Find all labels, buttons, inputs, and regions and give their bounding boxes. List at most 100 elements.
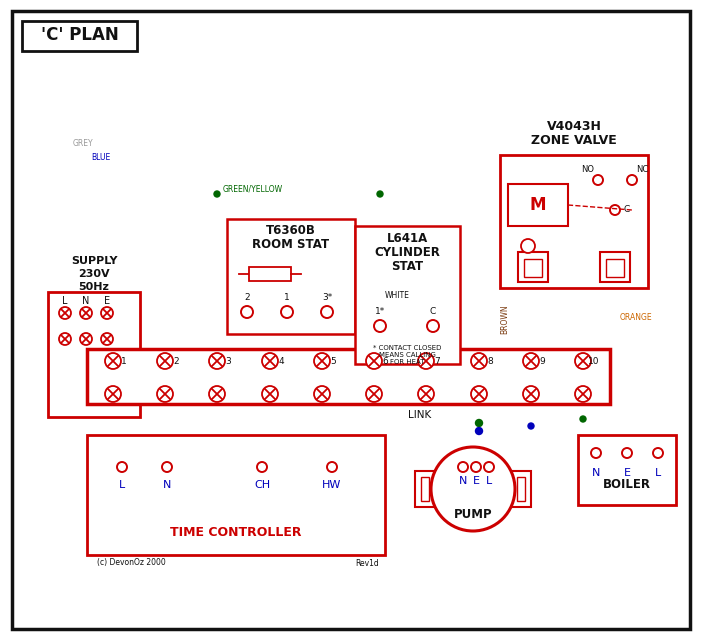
FancyBboxPatch shape [517, 477, 525, 501]
Circle shape [431, 447, 515, 531]
Text: E: E [623, 468, 630, 478]
Circle shape [262, 386, 278, 402]
Text: CH: CH [254, 480, 270, 490]
Text: L: L [62, 296, 68, 306]
FancyBboxPatch shape [12, 11, 690, 629]
Circle shape [610, 205, 620, 215]
Circle shape [653, 448, 663, 458]
Circle shape [484, 462, 494, 472]
Text: PUMP: PUMP [453, 508, 492, 520]
Circle shape [475, 428, 482, 435]
Text: C: C [430, 308, 436, 317]
Text: L: L [486, 476, 492, 486]
Circle shape [575, 353, 591, 369]
FancyBboxPatch shape [87, 435, 385, 555]
Text: 3*: 3* [322, 294, 332, 303]
Text: 50Hz: 50Hz [79, 282, 110, 292]
Text: N: N [459, 476, 468, 486]
Circle shape [458, 462, 468, 472]
FancyBboxPatch shape [355, 226, 460, 364]
Circle shape [523, 386, 539, 402]
Text: 10: 10 [588, 356, 600, 365]
Text: 1: 1 [284, 294, 290, 303]
Text: 1: 1 [121, 356, 127, 365]
Circle shape [241, 306, 253, 318]
Circle shape [257, 462, 267, 472]
Text: L: L [655, 468, 661, 478]
Text: CYLINDER: CYLINDER [374, 246, 440, 258]
Circle shape [377, 191, 383, 197]
Text: E: E [472, 476, 479, 486]
Text: L641A: L641A [386, 231, 428, 244]
Circle shape [591, 448, 601, 458]
Text: N: N [82, 296, 90, 306]
FancyBboxPatch shape [600, 252, 630, 282]
Circle shape [528, 423, 534, 429]
Text: C: C [624, 206, 630, 215]
Text: 6: 6 [382, 356, 388, 365]
Circle shape [80, 307, 92, 319]
Text: NC: NC [636, 165, 648, 174]
FancyBboxPatch shape [87, 349, 610, 404]
Text: BLUE: BLUE [91, 153, 110, 163]
Text: 7: 7 [434, 356, 440, 365]
Circle shape [523, 353, 539, 369]
Circle shape [157, 353, 173, 369]
Circle shape [281, 306, 293, 318]
Text: 230V: 230V [78, 269, 110, 279]
Text: L: L [119, 480, 125, 490]
FancyBboxPatch shape [518, 252, 548, 282]
Text: 2: 2 [244, 294, 250, 303]
Text: TIME CONTROLLER: TIME CONTROLLER [171, 526, 302, 540]
Text: V4043H: V4043H [547, 121, 602, 133]
Circle shape [101, 333, 113, 345]
Text: 4: 4 [278, 356, 284, 365]
Text: WHITE: WHITE [385, 292, 410, 301]
Circle shape [117, 462, 127, 472]
FancyBboxPatch shape [606, 259, 624, 277]
Text: E: E [104, 296, 110, 306]
Circle shape [471, 462, 481, 472]
Text: BROWN: BROWN [501, 304, 510, 334]
Text: T6360B: T6360B [266, 224, 316, 238]
Text: HW: HW [322, 480, 342, 490]
FancyBboxPatch shape [227, 219, 355, 334]
FancyBboxPatch shape [22, 21, 137, 51]
Circle shape [209, 386, 225, 402]
Circle shape [105, 386, 121, 402]
FancyBboxPatch shape [48, 292, 140, 417]
FancyBboxPatch shape [578, 435, 676, 505]
Circle shape [366, 386, 382, 402]
Circle shape [374, 320, 386, 332]
Circle shape [366, 353, 382, 369]
Text: ZONE VALVE: ZONE VALVE [531, 135, 617, 147]
Circle shape [593, 175, 603, 185]
Text: LINK: LINK [409, 410, 432, 420]
Text: GREY: GREY [73, 140, 93, 149]
Circle shape [327, 462, 337, 472]
Circle shape [471, 386, 487, 402]
FancyBboxPatch shape [508, 184, 568, 226]
Text: STAT: STAT [391, 260, 423, 272]
Circle shape [262, 353, 278, 369]
Text: 3: 3 [225, 356, 231, 365]
Text: FOR HEAT: FOR HEAT [390, 359, 424, 365]
Text: 5: 5 [330, 356, 336, 365]
Circle shape [314, 353, 330, 369]
Circle shape [59, 307, 71, 319]
Circle shape [214, 191, 220, 197]
Text: 1*: 1* [375, 308, 385, 317]
Circle shape [321, 306, 333, 318]
Text: 9: 9 [539, 356, 545, 365]
Circle shape [521, 239, 535, 253]
Circle shape [627, 175, 637, 185]
FancyBboxPatch shape [249, 267, 291, 281]
Circle shape [59, 333, 71, 345]
Circle shape [475, 419, 482, 426]
Text: NO: NO [581, 165, 595, 174]
Circle shape [580, 416, 586, 422]
FancyBboxPatch shape [421, 477, 429, 501]
Text: 8: 8 [487, 356, 493, 365]
Text: N: N [592, 468, 600, 478]
Circle shape [80, 333, 92, 345]
